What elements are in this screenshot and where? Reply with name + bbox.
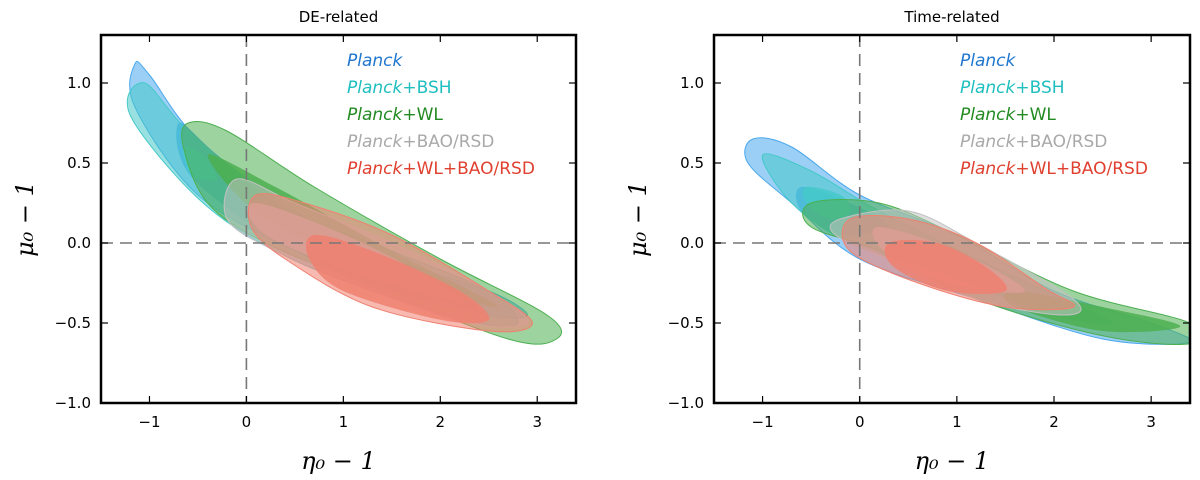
legend-entry-suffix: +WL [402,105,443,125]
y-axis-label: μ₀ − 1 [11,181,39,257]
y-tick-label: −0.5 [668,314,704,332]
legend-entry: Planck+BAO/RSD [960,132,1107,152]
y-tick-label: 0.0 [680,234,704,252]
panel-title: DE-related [299,8,379,26]
x-tick-label: −1 [752,413,774,431]
y-tick-label: 1.0 [680,74,704,92]
plot-area [744,137,1190,345]
y-tick-label: 1.0 [67,74,91,92]
y-tick-label: −1.0 [668,394,704,412]
legend-entry-suffix: +BAO/RSD [402,132,494,152]
legend-entry-suffix: +BSH [402,78,451,98]
x-tick-label: −1 [138,413,160,431]
legend-entry-italic: Planck [347,159,404,179]
axes-frame [99,33,578,405]
y-tick-label: 0.0 [67,234,91,252]
legend-entry-italic: Planck [347,78,404,98]
contour-planck-wl-bao-rsd-inner [306,234,490,324]
legend-entry-italic: Planck [960,159,1017,179]
legend-entry: Planck+BAO/RSD [347,132,494,152]
legend-entry-italic: Planck [960,132,1017,152]
legend-entry-suffix: +BSH [1015,78,1064,98]
legend: PlanckPlanck+BSHPlanck+WLPlanck+BAO/RSDP… [347,51,535,179]
legend: PlanckPlanck+BSHPlanck+WLPlanck+BAO/RSDP… [960,51,1148,179]
legend-entry-italic: Planck [960,105,1017,125]
panel-1: DE-related −1 0 1 2 3 −1.0 −0.5 0.0 0.5 1.0 η₀ − 1 μ… [11,8,578,475]
legend-entry-suffix: +WL+BAO/RSD [1015,159,1148,179]
x-tick-label: 0 [855,413,865,431]
legend-entry: Planck+WL+BAO/RSD [960,159,1148,179]
panel-title: Time-related [903,8,999,26]
x-axis-label: η₀ − 1 [915,447,990,475]
y-tick-label: −0.5 [55,314,91,332]
legend-entry: Planck+WL [960,105,1056,125]
legend-entry: Planck [960,51,1017,71]
plot-area [126,61,563,345]
legend-entry: Planck+BSH [347,78,452,98]
legend-entry: Planck+WL+BAO/RSD [347,159,535,179]
y-tick-label: 0.5 [680,154,704,172]
x-tick-label: 2 [1049,413,1059,431]
x-tick-label: 1 [339,413,349,431]
legend-entry-suffix: +BAO/RSD [1015,132,1107,152]
y-axis-label: μ₀ − 1 [624,181,652,257]
legend-entry-italic: Planck [960,51,1017,71]
y-tick-label: 0.5 [67,154,91,172]
axes-frame [712,33,1192,405]
legend-entry-italic: Planck [347,51,404,71]
legend-entry-suffix: +WL+BAO/RSD [402,159,535,179]
x-tick-label: 3 [1146,413,1156,431]
legend-entry: Planck [347,51,404,71]
y-tick-label: −1.0 [55,394,91,412]
legend-entry-suffix: +WL [1015,105,1056,125]
x-axis-label: η₀ − 1 [301,447,376,475]
legend-entry: Planck+BSH [960,78,1065,98]
contour-planck-wl-bao-rsd-inner [884,240,1008,294]
x-tick-label: 3 [532,413,542,431]
legend-entry-italic: Planck [347,105,404,125]
x-tick-label: 1 [952,413,962,431]
legend-entry-italic: Planck [347,132,404,152]
legend-entry: Planck+WL [347,105,443,125]
x-tick-label: 0 [242,413,252,431]
panel-2: Time-related −1 0 1 2 3 −1.0 −0.5 0.0 0.5 1.0 η₀ − … [624,8,1192,475]
x-tick-label: 2 [436,413,446,431]
legend-entry-italic: Planck [960,78,1017,98]
